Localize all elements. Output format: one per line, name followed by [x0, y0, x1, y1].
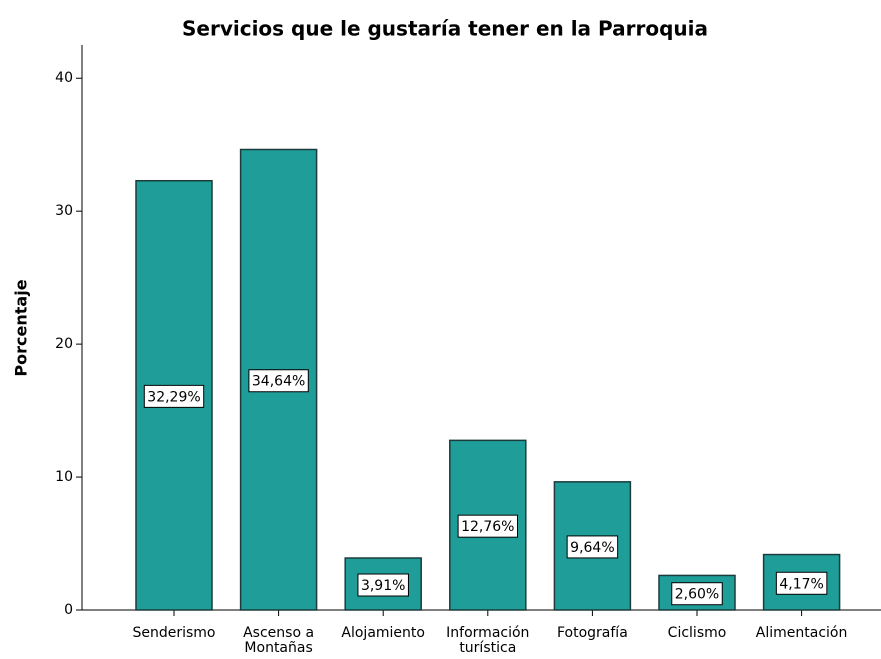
y-tick-label: 40 [55, 70, 73, 86]
value-label-box [775, 571, 828, 595]
value-label-box [671, 582, 723, 606]
x-tick-label: Senderismo [132, 625, 216, 641]
value-label: 12,76% [461, 519, 514, 535]
x-tick-label: Ciclismo [667, 625, 727, 641]
value-label: 32,29% [147, 389, 200, 405]
x-tick-label: Fotografía [556, 625, 628, 641]
y-tick-label: 20 [55, 336, 73, 352]
x-tick-label: Alimentación [755, 625, 848, 641]
value-label: 34,64% [252, 374, 305, 390]
x-tick-label: Alojamiento [341, 625, 425, 641]
value-label-box [143, 384, 205, 408]
chart-title: Servicios que le gustaría tener en la Pa… [182, 17, 708, 41]
value-label-box [357, 573, 409, 597]
value-label-box [457, 514, 518, 538]
value-label: 9,64% [570, 540, 614, 556]
x-tick-label: Ascenso a Montañas [243, 625, 315, 656]
value-label: 3,91% [361, 578, 405, 594]
y-tick-label: 30 [55, 203, 73, 219]
y-axis-label: Porcentaje [12, 279, 31, 376]
value-label: 2,60% [675, 587, 719, 603]
value-label-box [566, 535, 619, 559]
y-tick-label: 0 [64, 602, 73, 618]
value-label-box [248, 369, 309, 393]
value-label: 4,17% [779, 576, 823, 592]
y-tick-label: 10 [55, 469, 73, 485]
x-tick-label: Información turística [446, 625, 530, 656]
